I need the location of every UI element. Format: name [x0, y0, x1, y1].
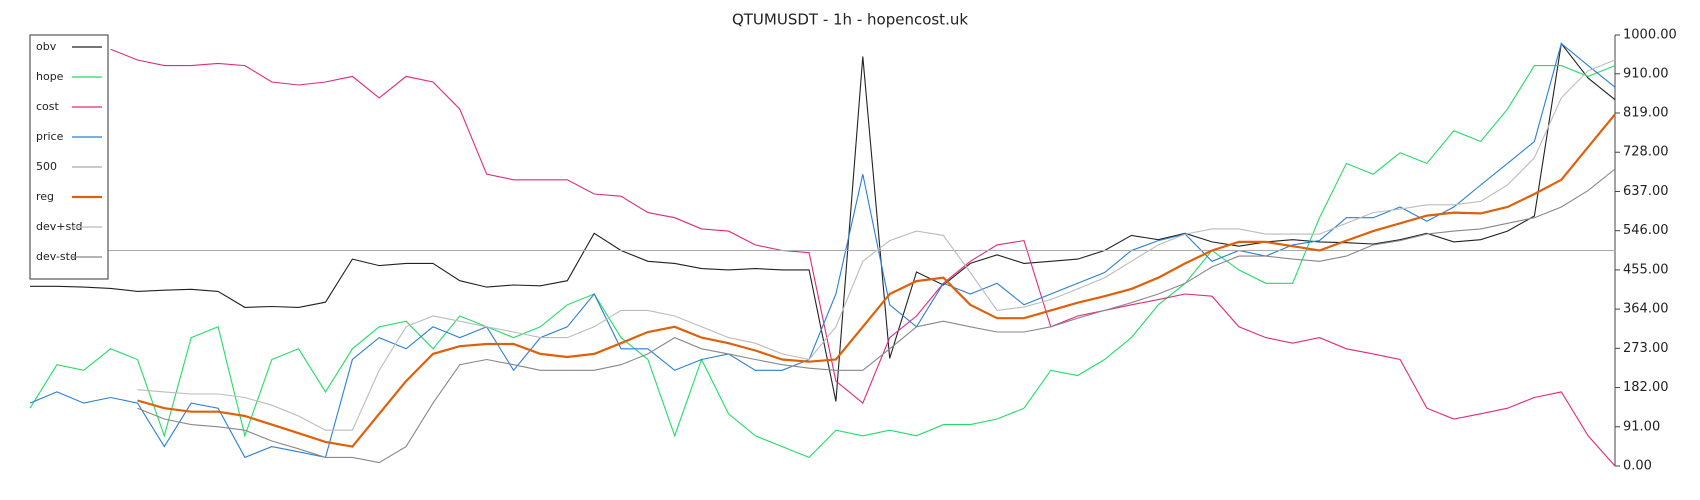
legend-label: price	[36, 130, 64, 143]
chart-title: QTUMUSDT - 1h - hopencost.uk	[732, 11, 968, 29]
legend-label: hope	[36, 70, 64, 83]
legend-label: dev+std	[36, 220, 83, 233]
y-tick-label: 728.00	[1623, 145, 1669, 160]
series-line	[137, 113, 1616, 448]
y-tick-label: 0.00	[1623, 459, 1652, 474]
y-tick-label: 910.00	[1623, 66, 1669, 81]
y-tick-label: 819.00	[1623, 106, 1669, 121]
legend-label: obv	[36, 40, 57, 53]
series-line	[30, 42, 1616, 402]
legend-label: reg	[36, 190, 54, 203]
legend-box	[29, 34, 109, 280]
y-tick-label: 182.00	[1623, 380, 1669, 395]
y-tick-label: 364.00	[1623, 302, 1669, 317]
series-line	[29, 42, 1616, 459]
y-tick-label: 1000.00	[1623, 28, 1677, 43]
series-line	[137, 168, 1616, 464]
y-tick-label: 273.00	[1623, 341, 1669, 356]
y-tick-label: 455.00	[1623, 262, 1669, 277]
y-tick-label: 91.00	[1623, 419, 1660, 434]
legend-label: dev-std	[36, 250, 77, 263]
series-line	[137, 59, 1616, 431]
y-tick-label: 637.00	[1623, 184, 1669, 199]
series-line	[110, 48, 1616, 467]
y-tick-label: 546.00	[1623, 223, 1669, 238]
series-line	[29, 65, 1616, 459]
legend-label: cost	[36, 100, 60, 113]
legend-label: 500	[36, 160, 57, 173]
